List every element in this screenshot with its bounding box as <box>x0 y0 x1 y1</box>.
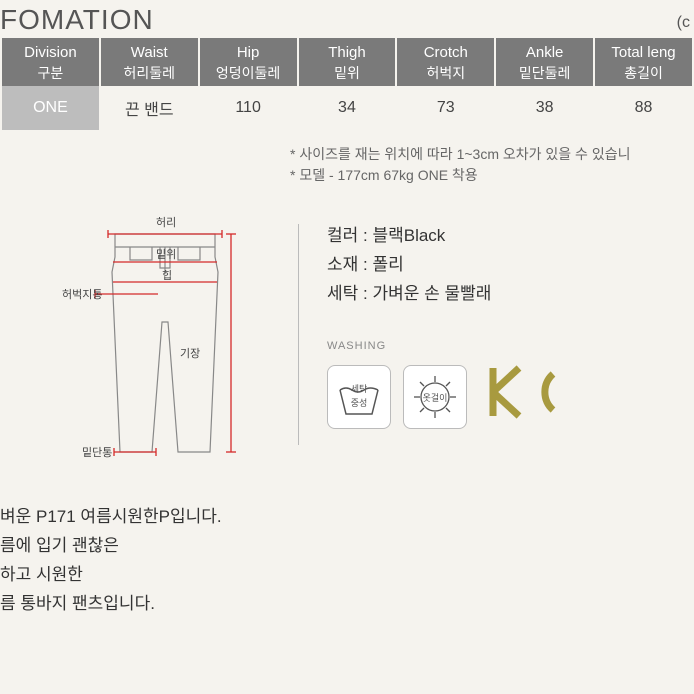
desc-line: 하고 시원한 <box>0 561 694 590</box>
col-waist: Waist허리둘레 <box>101 38 198 86</box>
size-table: Division구분 Waist허리둘레 Hip엉덩이둘레 Thigh밑위 Cr… <box>0 38 694 130</box>
col-hip: Hip엉덩이둘레 <box>200 38 297 86</box>
col-crotch: Crotch허벅지 <box>397 38 494 86</box>
label-hip: 힙 <box>162 269 172 282</box>
svg-text:옷걸이: 옷걸이 <box>423 393 448 403</box>
svg-text:세탁: 세탁 <box>351 383 368 394</box>
table-header-row: Division구분 Waist허리둘레 Hip엉덩이둘레 Thigh밑위 Cr… <box>2 38 692 86</box>
vertical-divider <box>298 224 299 445</box>
note-line: * 모델 - 177cm 67kg ONE 착용 <box>290 165 694 186</box>
washing-heading: WASHING <box>327 337 559 356</box>
wash-icon-basin: 세탁 중성 <box>327 365 391 429</box>
label-rise: 밑위 <box>156 248 176 261</box>
unit-suffix: (c <box>677 14 690 32</box>
row-label: ONE <box>2 86 99 130</box>
spec-color: 컬러 : 블랙Black <box>327 222 559 251</box>
size-notes: * 사이즈를 재는 위치에 따라 1~3cm 오차가 있을 수 있습니 * 모델… <box>0 144 694 186</box>
label-thigh: 허벅지통 <box>62 288 102 301</box>
label-length: 기장 <box>180 347 200 360</box>
kc-mark-icon <box>485 362 559 432</box>
col-total: Total leng총길이 <box>595 38 692 86</box>
col-division: Division구분 <box>2 38 99 86</box>
label-waist: 허리 <box>156 216 176 229</box>
cell-ankle: 38 <box>496 86 593 130</box>
page-title: FOMATION <box>0 0 694 38</box>
desc-line: 름에 입기 괜찮은 <box>0 532 694 561</box>
col-thigh: Thigh밑위 <box>299 38 396 86</box>
note-line: * 사이즈를 재는 위치에 따라 1~3cm 오차가 있을 수 있습니 <box>290 144 694 165</box>
label-hem: 밑단통 <box>82 446 112 459</box>
description: 벼운 P171 여름시원한P입니다. 름에 입기 괜찮은 하고 시원한 름 통바… <box>0 503 694 619</box>
spec-block: 컬러 : 블랙Black 소재 : 폴리 세탁 : 가벼운 손 물빨래 WASH… <box>327 212 559 467</box>
cell-crotch: 73 <box>397 86 494 130</box>
table-row: ONE 끈 밴드 110 34 73 38 88 <box>2 86 692 130</box>
cell-waist: 끈 밴드 <box>101 86 198 130</box>
spec-wash: 세탁 : 가벼운 손 물빨래 <box>327 280 559 309</box>
col-ankle: Ankle밑단둘레 <box>496 38 593 86</box>
pants-diagram: 허리 밑위 힙 허벅지통 기장 밑단통 <box>60 212 270 467</box>
spec-material: 소재 : 폴리 <box>327 251 559 280</box>
desc-line: 벼운 P171 여름시원한P입니다. <box>0 503 694 532</box>
cell-total: 88 <box>595 86 692 130</box>
svg-text:중성: 중성 <box>351 398 368 408</box>
desc-line: 름 통바지 팬츠입니다. <box>0 590 694 619</box>
wash-icon-sun: 옷걸이 <box>403 365 467 429</box>
cell-hip: 110 <box>200 86 297 130</box>
cell-thigh: 34 <box>299 86 396 130</box>
